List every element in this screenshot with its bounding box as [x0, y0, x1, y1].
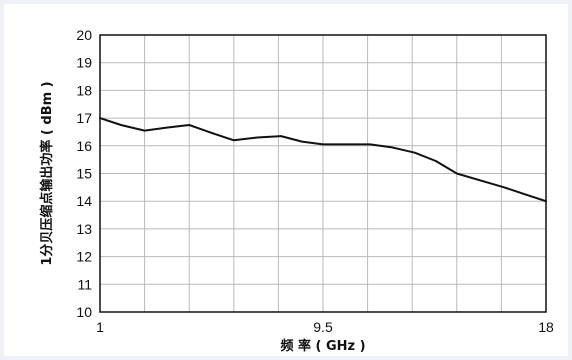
y-tick-label: 11 [77, 276, 92, 292]
y-tick-label: 12 [76, 249, 92, 265]
line-chart: 10 11 12 13 14 15 16 17 18 19 20 1 9.5 18 频 率 ( GHz )… [39, 27, 554, 354]
y-tick-label: 18 [76, 82, 92, 98]
series-line [99, 117, 547, 203]
y-tick-label: 13 [76, 221, 92, 237]
y-tick-label: 20 [76, 27, 92, 43]
x-tick-label: 18 [538, 319, 554, 335]
chart-figure: 10 11 12 13 14 15 16 17 18 19 20 1 9.5 18 频 率 ( GHz )… [4, 4, 568, 356]
y-tick-label: 15 [76, 166, 92, 182]
tick-labels: 10 11 12 13 14 15 16 17 18 19 20 1 9.5 18 [76, 27, 554, 335]
y-tick-label: 14 [76, 193, 92, 209]
y-tick-label: 19 [76, 55, 92, 71]
y-axis-title: 1分贝压缩点输出功率 ( dBm ) [39, 81, 55, 265]
x-tick-label: 9.5 [313, 319, 333, 335]
plot-area [99, 34, 547, 313]
x-axis-title: 频 率 ( GHz ) [280, 338, 365, 354]
grid-lines [100, 35, 546, 312]
y-tick-label: 16 [76, 138, 92, 154]
y-tick-label: 17 [76, 110, 92, 126]
x-tick-label: 1 [96, 319, 104, 335]
y-tick-label: 10 [76, 304, 92, 320]
plot-frame [99, 34, 547, 313]
